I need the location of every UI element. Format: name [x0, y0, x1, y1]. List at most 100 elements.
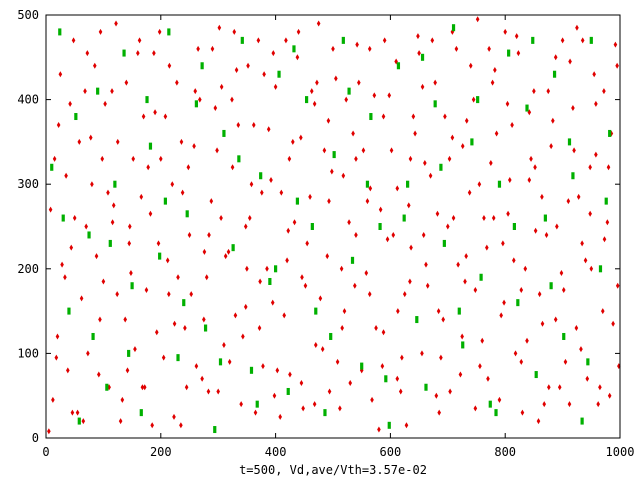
data-point — [604, 197, 608, 205]
data-point — [259, 172, 263, 180]
data-point — [163, 197, 167, 205]
data-point — [461, 341, 465, 349]
data-point — [442, 239, 446, 247]
data-point — [441, 316, 446, 323]
data-point — [124, 79, 129, 86]
data-point — [98, 316, 102, 323]
data-point — [85, 50, 90, 57]
data-point — [330, 168, 334, 175]
data-point — [108, 239, 112, 247]
data-point — [127, 349, 131, 357]
data-point — [457, 307, 461, 315]
data-point — [439, 163, 443, 171]
data-point — [579, 346, 583, 353]
data-point — [389, 147, 394, 154]
data-point — [196, 45, 200, 52]
data-point — [231, 244, 235, 252]
data-point — [203, 324, 208, 332]
data-point — [542, 401, 547, 408]
data-point — [273, 83, 278, 90]
data-point — [534, 371, 538, 379]
data-point — [473, 286, 478, 293]
data-point — [312, 401, 317, 408]
data-point — [479, 273, 483, 281]
data-point — [282, 312, 287, 319]
data-point — [66, 367, 70, 374]
data-point — [402, 291, 407, 298]
data-point — [553, 54, 558, 61]
x-tick-label: 1000 — [606, 445, 635, 459]
data-point — [402, 214, 406, 222]
data-point — [299, 380, 304, 387]
data-point — [123, 316, 128, 323]
data-point — [97, 371, 101, 378]
data-point — [308, 193, 312, 200]
data-points — [47, 16, 621, 435]
data-point — [326, 117, 331, 124]
data-point — [141, 113, 146, 120]
data-point — [467, 189, 472, 196]
data-point — [494, 409, 498, 417]
data-point — [382, 37, 387, 44]
data-point — [140, 384, 145, 391]
data-point — [163, 113, 168, 120]
data-point — [312, 100, 317, 107]
data-point — [296, 28, 301, 35]
data-point — [493, 66, 497, 73]
data-point — [551, 117, 555, 124]
data-point — [303, 282, 308, 289]
data-point — [106, 189, 110, 196]
data-point — [514, 33, 519, 40]
data-point — [54, 354, 59, 361]
data-point — [602, 236, 607, 243]
data-point — [408, 278, 412, 285]
data-point — [372, 92, 377, 99]
data-point — [540, 320, 545, 327]
data-point — [424, 383, 428, 391]
data-point — [329, 332, 333, 340]
data-point — [458, 371, 463, 378]
data-point — [262, 71, 266, 78]
data-point — [122, 49, 126, 57]
data-point — [552, 70, 557, 78]
data-point — [158, 252, 162, 260]
data-point — [476, 96, 480, 104]
data-point — [391, 231, 396, 238]
data-point — [600, 308, 605, 315]
data-point — [423, 160, 427, 167]
data-point — [286, 387, 290, 395]
data-point — [557, 384, 562, 391]
data-point — [285, 257, 289, 264]
data-point — [295, 54, 300, 61]
axis-ticks: 0 200 400 600 800 1000 0 100 200 300 400 500 — [17, 8, 634, 459]
data-point — [167, 28, 171, 36]
data-point — [187, 231, 192, 238]
data-point — [137, 37, 142, 44]
data-point — [239, 401, 243, 408]
data-point — [387, 421, 391, 429]
data-point — [583, 257, 588, 264]
x-tick-label: 200 — [150, 445, 172, 459]
data-point — [596, 401, 600, 408]
data-point — [615, 62, 619, 69]
data-point — [148, 210, 153, 217]
data-point — [270, 299, 275, 306]
data-point — [227, 358, 232, 365]
data-point — [111, 202, 116, 209]
data-point — [594, 151, 598, 158]
data-point — [334, 75, 338, 82]
data-point — [256, 37, 261, 44]
data-point — [378, 206, 383, 213]
data-point — [315, 79, 319, 86]
data-point — [555, 223, 559, 230]
data-point — [516, 299, 520, 307]
data-point — [470, 138, 474, 146]
data-point — [77, 138, 82, 145]
data-point — [48, 206, 53, 213]
data-point — [316, 20, 321, 27]
data-point — [100, 155, 105, 162]
y-tick-label: 300 — [17, 177, 39, 191]
data-point — [213, 105, 218, 112]
data-point — [304, 96, 309, 104]
